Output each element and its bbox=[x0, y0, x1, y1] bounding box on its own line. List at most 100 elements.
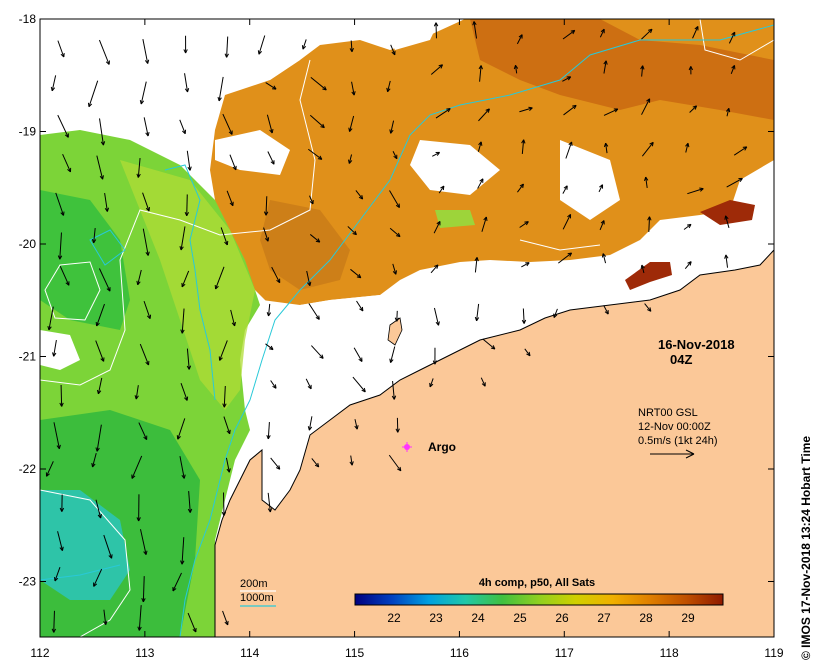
current-arrow bbox=[98, 268, 111, 292]
x-tick-label: 113 bbox=[135, 646, 154, 660]
current-arrow bbox=[226, 190, 234, 207]
current-arrow bbox=[225, 457, 231, 473]
current-arrow bbox=[103, 609, 108, 625]
current-arrow bbox=[214, 266, 225, 290]
current-arrow bbox=[351, 81, 356, 96]
current-arrow bbox=[53, 422, 61, 450]
current-arrow bbox=[390, 44, 396, 56]
current-arrow bbox=[266, 303, 272, 317]
current-arrow bbox=[350, 268, 362, 279]
x-tick-label: 118 bbox=[660, 646, 679, 660]
x-tick-label: 115 bbox=[345, 646, 364, 660]
current-arrow bbox=[349, 40, 354, 53]
current-arrow bbox=[263, 196, 269, 216]
colorbar-tick-label: 23 bbox=[429, 611, 443, 625]
current-arrow bbox=[521, 308, 527, 324]
current-arrow bbox=[57, 114, 69, 138]
hot-patch-northeast bbox=[700, 200, 755, 225]
current-arrow bbox=[348, 154, 353, 164]
current-arrow bbox=[98, 39, 110, 65]
current-arrow bbox=[104, 193, 110, 212]
current-arrow bbox=[91, 453, 97, 468]
y-tick-label: -22 bbox=[19, 462, 37, 476]
x-axis: 112 113 114 115 116 117 118 119 bbox=[30, 19, 784, 660]
current-arrow bbox=[51, 610, 57, 633]
y-tick-label: -19 bbox=[19, 125, 37, 139]
current-arrow bbox=[87, 80, 99, 108]
current-arrow bbox=[143, 300, 152, 320]
current-arrow bbox=[179, 119, 187, 135]
current-arrow bbox=[726, 177, 743, 188]
current-arrow bbox=[599, 28, 605, 38]
current-arrow bbox=[517, 183, 524, 193]
current-arrow bbox=[688, 66, 694, 75]
current-arrow bbox=[433, 307, 440, 326]
current-arrow bbox=[93, 568, 103, 587]
current-scale-label: 0.5m/s (1kt 24h) bbox=[638, 435, 717, 447]
current-arrow bbox=[521, 139, 526, 154]
current-arrow bbox=[429, 378, 434, 388]
current-arrow bbox=[647, 216, 652, 232]
current-arrow bbox=[392, 263, 398, 275]
current-arrow bbox=[347, 226, 357, 236]
current-arrow bbox=[59, 494, 65, 512]
current-arrow bbox=[306, 270, 312, 287]
current-arrow bbox=[141, 576, 146, 603]
current-arrow bbox=[389, 346, 396, 363]
current-arrow bbox=[257, 35, 266, 55]
current-arrow bbox=[267, 151, 275, 165]
current-arrow bbox=[172, 572, 182, 592]
current-arrow bbox=[266, 422, 271, 440]
current-arrow bbox=[689, 105, 698, 113]
current-arrow bbox=[103, 534, 113, 559]
current-arrow bbox=[641, 141, 654, 157]
cloud-gap-2 bbox=[410, 140, 500, 195]
current-arrow bbox=[640, 65, 645, 77]
current-arrow bbox=[348, 115, 355, 132]
contour-legend-1000m-label: 1000m bbox=[240, 592, 274, 604]
argo-label: Argo bbox=[428, 440, 456, 454]
x-tick-label: 117 bbox=[555, 646, 574, 660]
current-arrow bbox=[180, 308, 185, 334]
colorbar-tick-label: 26 bbox=[555, 611, 569, 625]
current-arrow bbox=[692, 26, 699, 39]
current-arrow bbox=[221, 492, 227, 516]
contour-legend-200m-label: 200m bbox=[240, 578, 268, 590]
current-scale-arrow bbox=[650, 449, 695, 459]
current-arrow bbox=[139, 81, 147, 105]
current-arrow bbox=[311, 458, 320, 468]
current-arrow bbox=[52, 339, 57, 357]
contour-200m-west bbox=[40, 59, 316, 386]
colorbar-tick-label: 29 bbox=[681, 611, 695, 625]
current-arrow bbox=[96, 155, 104, 180]
current-arrow bbox=[55, 192, 65, 216]
current-arrow bbox=[179, 226, 186, 251]
current-arrow bbox=[603, 60, 608, 74]
current-arrow bbox=[179, 456, 186, 479]
current-arrow bbox=[684, 261, 692, 269]
current-arrow bbox=[386, 80, 391, 93]
current-arrow bbox=[99, 118, 106, 146]
current-arrow bbox=[309, 195, 314, 205]
current-arrow bbox=[265, 82, 277, 90]
current-arrow bbox=[50, 75, 57, 92]
current-arrow bbox=[142, 228, 150, 256]
current-arrow bbox=[603, 108, 619, 116]
current-arrow bbox=[558, 252, 573, 264]
current-arrow bbox=[472, 21, 478, 39]
current-arrow bbox=[724, 215, 730, 228]
current-arrow bbox=[91, 228, 97, 244]
colorbar-tick-label: 24 bbox=[471, 611, 485, 625]
current-arrow bbox=[309, 234, 321, 243]
current-arrow bbox=[266, 114, 274, 134]
current-arrow bbox=[95, 499, 102, 519]
colorbar-title: 4h comp, p50, All Sats bbox=[479, 577, 595, 589]
current-arrow bbox=[477, 141, 483, 152]
current-arrow bbox=[134, 385, 139, 400]
hot-patch-east bbox=[625, 262, 672, 290]
current-arrow bbox=[180, 383, 189, 401]
current-arrow bbox=[136, 158, 141, 178]
current-arrow bbox=[176, 418, 186, 440]
current-arrow bbox=[562, 76, 572, 82]
current-arrow bbox=[230, 309, 236, 327]
